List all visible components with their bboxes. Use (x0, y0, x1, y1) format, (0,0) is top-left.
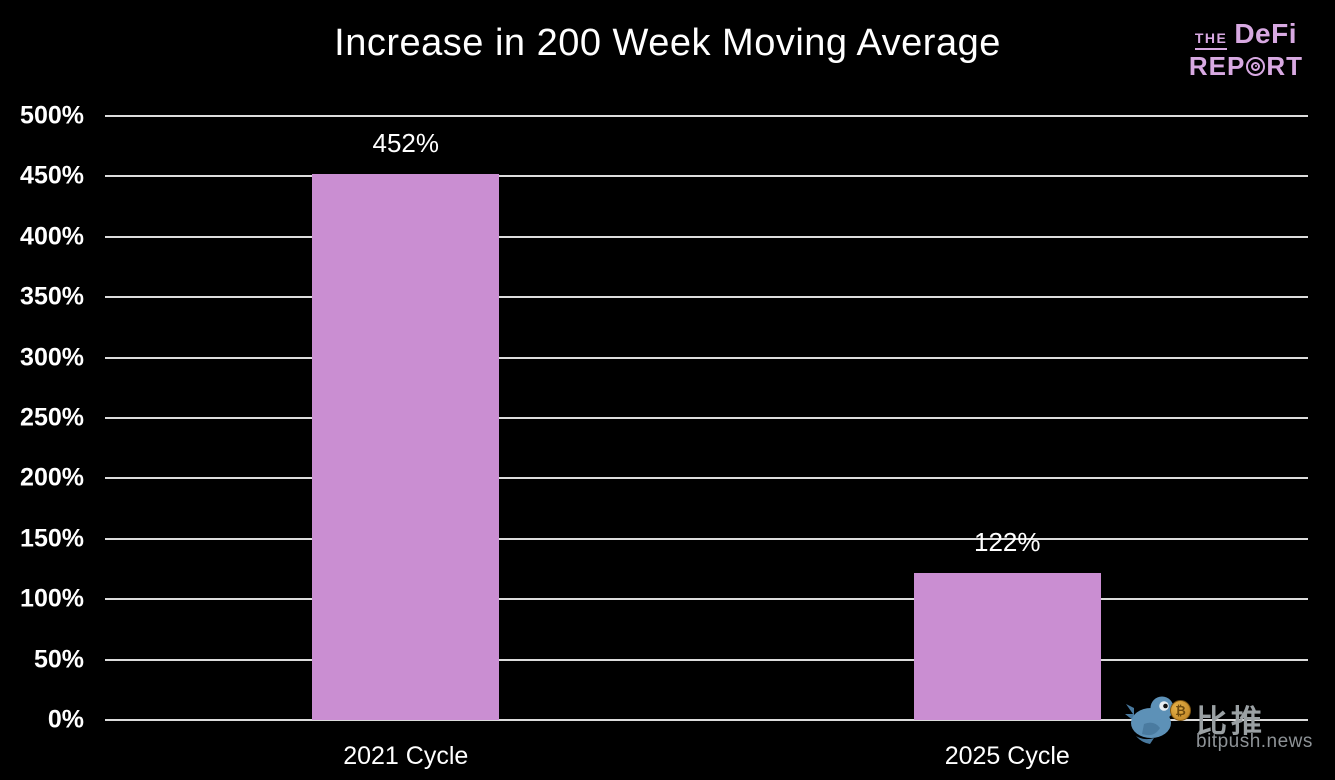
logo-the-text: THE (1194, 31, 1228, 50)
ytick-label-0%: 0% (47, 705, 84, 734)
bitpush-watermark: ₿ 比推 bitpush.news (1125, 696, 1313, 768)
ytick-label-250%: 250% (20, 403, 84, 432)
ytick-label-400%: 400% (20, 222, 84, 251)
gridline-150% (105, 537, 1308, 540)
gridline-50% (105, 658, 1308, 661)
gridline-0% (105, 719, 1308, 721)
bullseye-icon (1246, 56, 1266, 76)
ytick-label-300%: 300% (20, 343, 84, 372)
watermark-cjk-text: 比推 (1196, 704, 1266, 740)
bullseye-inner-ring (1251, 61, 1261, 71)
bird-icon (1125, 696, 1180, 744)
bullseye-dot (1254, 64, 1258, 68)
logo-report-right-text: RT (1266, 51, 1303, 81)
bar-value-label-2021 Cycle: 452% (372, 127, 440, 158)
xtick-label-2025 Cycle: 2025 Cycle (944, 742, 1070, 770)
ytick-label-350%: 350% (20, 282, 84, 311)
ytick-label-150%: 150% (20, 524, 84, 553)
logo-defi-text: DeFi (1234, 18, 1298, 49)
defi-report-logo: THE DeFi REP RT (1189, 18, 1303, 80)
gridline-450% (105, 175, 1308, 178)
gridline-350% (105, 296, 1308, 299)
bar-2025 Cycle (913, 572, 1101, 720)
gridline-400% (105, 235, 1308, 238)
logo-line-2: REP RT (1189, 53, 1303, 79)
gridline-500% (105, 115, 1308, 117)
bar-2021 Cycle (312, 173, 500, 720)
gridline-100% (105, 598, 1308, 601)
bitcoin-coin-icon: ₿ (1170, 700, 1191, 721)
gridline-200% (105, 477, 1308, 480)
logo-report-left-text: REP (1188, 51, 1246, 81)
ytick-label-450%: 450% (20, 161, 84, 190)
ytick-label-200%: 200% (20, 463, 84, 492)
ytick-label-100%: 100% (20, 584, 84, 613)
logo-line-1: THE DeFi (1194, 18, 1298, 50)
xtick-label-2021 Cycle: 2021 Cycle (343, 742, 469, 770)
gridline-250% (105, 417, 1308, 419)
bar-value-label-2025 Cycle: 122% (974, 526, 1041, 557)
chart-title: Increase in 200 Week Moving Average (334, 22, 1001, 64)
gridline-300% (105, 356, 1308, 359)
ytick-label-50%: 50% (33, 645, 84, 674)
watermark-site-text: bitpush.news (1196, 731, 1313, 752)
ytick-label-500%: 500% (20, 101, 84, 130)
